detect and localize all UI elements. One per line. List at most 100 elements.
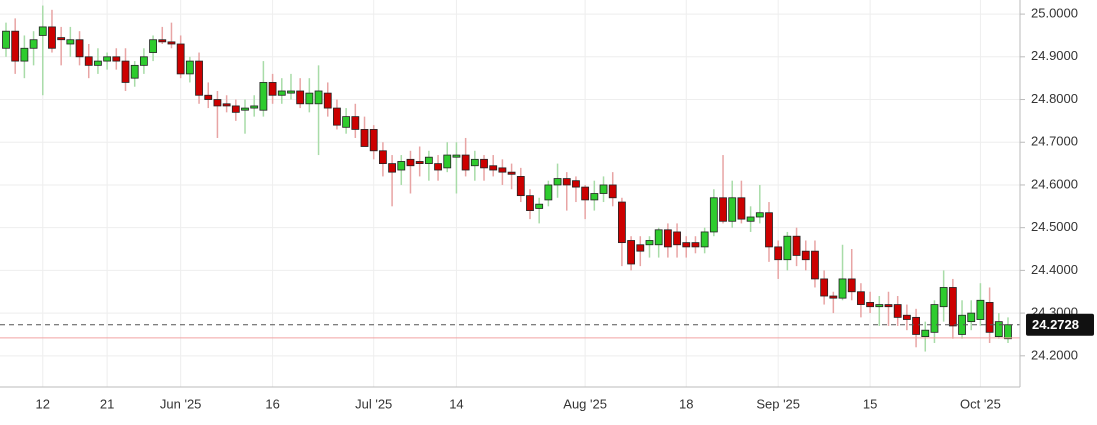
- candle-body: [912, 316, 920, 335]
- candle-body: [544, 184, 553, 201]
- candle-body: [948, 287, 957, 327]
- candle-body: [829, 295, 838, 299]
- candle-body: [994, 321, 1003, 337]
- candle-body: [976, 299, 985, 320]
- candle-body: [2, 30, 10, 49]
- candle-body: [342, 116, 351, 128]
- candle-body: [535, 203, 544, 209]
- candle-body: [985, 302, 994, 333]
- x-tick-label: 14: [449, 396, 463, 411]
- candle-body: [323, 92, 332, 109]
- candle-body: [590, 193, 599, 201]
- y-tick-label: 24.4000: [1031, 262, 1078, 277]
- candle-body: [250, 105, 259, 109]
- candle-body: [103, 56, 112, 62]
- candle-body: [287, 90, 295, 94]
- candle-body: [461, 154, 470, 171]
- candle-body: [774, 246, 783, 261]
- candle-body: [783, 235, 792, 261]
- candle-body: [599, 184, 608, 194]
- candle-body: [792, 235, 801, 256]
- candle-body: [130, 64, 139, 79]
- candle-body: [305, 92, 314, 105]
- candle-body: [121, 60, 130, 83]
- y-tick-label: 24.8000: [1031, 91, 1078, 106]
- candle-body: [241, 107, 249, 111]
- candle-body: [57, 37, 66, 41]
- candle-body: [921, 329, 930, 337]
- x-tick-label: 15: [863, 396, 877, 411]
- candles: [0, 5, 1020, 352]
- candle-body: [902, 314, 911, 320]
- candle-body: [755, 212, 764, 218]
- candle-body: [507, 171, 516, 175]
- candle-body: [139, 56, 148, 66]
- x-tick-label: 21: [100, 396, 114, 411]
- candle-body: [397, 161, 406, 171]
- candle-body: [645, 240, 654, 246]
- x-tick-label: Jul '25: [355, 396, 392, 411]
- x-tick-label: Aug '25: [563, 396, 607, 411]
- candle-body: [875, 304, 884, 308]
- candle-body: [654, 229, 663, 246]
- candle-body: [94, 60, 102, 66]
- y-tick-label: 24.2000: [1031, 347, 1078, 362]
- candle-body: [930, 304, 939, 333]
- candle-body: [489, 165, 498, 171]
- y-tick-label: 25.0000: [1031, 6, 1078, 21]
- candle-body: [369, 129, 378, 152]
- candle-body: [29, 39, 38, 49]
- x-tick-label: Oct '25: [960, 396, 1001, 411]
- candle-body: [75, 39, 84, 58]
- x-tick-label: Sep '25: [756, 396, 800, 411]
- candle-body: [820, 278, 829, 297]
- candle-body: [838, 278, 847, 299]
- candle-body: [84, 56, 93, 66]
- candle-body: [526, 195, 534, 211]
- candle-body: [562, 178, 571, 186]
- candle-body: [893, 304, 902, 318]
- candle-body: [709, 197, 718, 233]
- candle-body: [268, 82, 277, 96]
- last-price-box: [1026, 313, 1094, 336]
- candle-body: [112, 56, 121, 62]
- candle-body: [618, 201, 626, 244]
- y-tick-label: 24.7000: [1031, 134, 1078, 149]
- candle-body: [149, 39, 157, 53]
- candle-body: [801, 250, 810, 261]
- candle-body: [277, 90, 286, 96]
- y-tick-label: 24.9000: [1031, 48, 1078, 63]
- candle-body: [415, 161, 424, 164]
- candle-body: [231, 105, 240, 113]
- candle-body: [388, 163, 396, 173]
- candle-body: [967, 312, 976, 323]
- candle-body: [746, 216, 755, 222]
- candle-body: [866, 302, 875, 308]
- x-tick-label: Jun '25: [160, 396, 202, 411]
- candle-body: [314, 90, 323, 105]
- candle-body: [296, 90, 305, 105]
- candle-body: [516, 176, 525, 197]
- candle-body: [167, 41, 176, 45]
- candle-body: [38, 26, 47, 36]
- candle-body: [443, 154, 452, 169]
- candle-body: [884, 304, 893, 308]
- candle-body: [11, 30, 20, 62]
- y-tick-label: 24.5000: [1031, 219, 1078, 234]
- candle-body: [663, 229, 672, 248]
- candle-body: [682, 242, 691, 248]
- candle-body: [48, 26, 56, 49]
- candle-body: [1004, 324, 1012, 340]
- axis-labels: 24.200024.300024.400024.500024.600024.70…: [36, 6, 1094, 411]
- candle-body: [719, 197, 727, 222]
- candle-body: [939, 287, 948, 308]
- candle-body: [176, 43, 185, 75]
- candle-body: [259, 82, 268, 111]
- candle-body: [452, 154, 461, 158]
- candle-body: [737, 197, 746, 220]
- candle-body: [470, 158, 479, 167]
- candle-body: [811, 250, 819, 280]
- candle-body: [581, 186, 590, 201]
